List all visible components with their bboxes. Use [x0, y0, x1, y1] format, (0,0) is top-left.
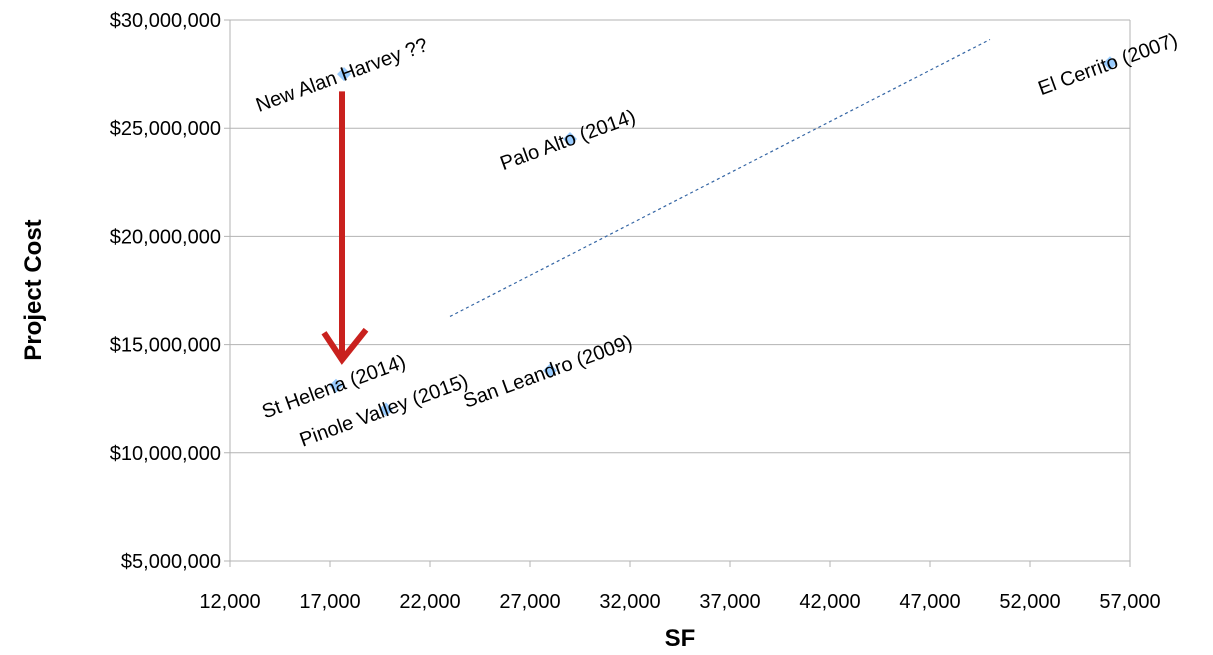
x-tick-label: 42,000 — [799, 591, 860, 613]
point-label: El Cerrito (2007) — [1035, 29, 1180, 100]
point-labels: New Alan Harvey ??Palo Alto (2014)El Cer… — [253, 29, 1181, 451]
data-points — [329, 56, 1117, 417]
point-label: Palo Alto (2014) — [497, 106, 638, 175]
tick-labels: $5,000,000 $10,000,000 $15,000,000 $20,000,… — [110, 10, 1161, 613]
data-point — [1103, 56, 1117, 71]
y-axis-title: Project Cost — [20, 219, 47, 360]
y-tick-label: $20,000,000 — [110, 226, 221, 248]
x-tick-label: 22,000 — [399, 591, 460, 613]
point-label: San Leandro (2009) — [461, 331, 636, 413]
x-tick-label: 52,000 — [999, 591, 1060, 613]
y-tick-label: $10,000,000 — [110, 443, 221, 465]
x-tick-label: 47,000 — [899, 591, 960, 613]
x-tick-label: 57,000 — [1099, 591, 1160, 613]
trendline-group — [449, 38, 991, 318]
data-point — [543, 363, 557, 378]
arrow-head — [321, 327, 369, 365]
x-tick-label: 17,000 — [299, 591, 360, 613]
x-tick-label: 32,000 — [599, 591, 660, 613]
data-point — [329, 378, 343, 393]
x-tick-label: 12,000 — [199, 591, 260, 613]
data-point — [563, 132, 577, 147]
axes — [229, 20, 1131, 567]
gridlines — [224, 19, 1130, 562]
trendline — [449, 38, 991, 318]
x-tick-label: 37,000 — [699, 591, 760, 613]
annotations — [321, 91, 369, 365]
x-tick-label: 27,000 — [499, 591, 560, 613]
y-tick-label: $15,000,000 — [110, 335, 221, 357]
y-tick-label: $25,000,000 — [110, 118, 221, 140]
data-point — [379, 402, 393, 417]
data-point — [337, 67, 351, 82]
y-tick-label: $5,000,000 — [121, 551, 221, 573]
x-axis-title: SF — [665, 625, 696, 652]
y-tick-label: $30,000,000 — [110, 10, 221, 32]
